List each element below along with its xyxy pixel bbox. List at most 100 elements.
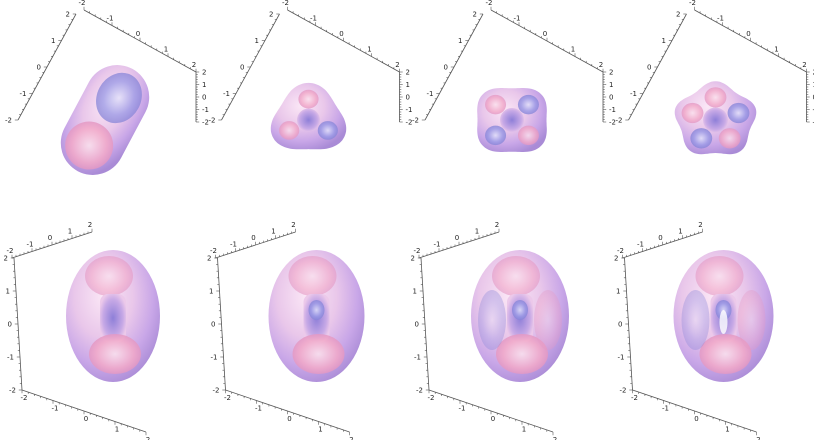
axis-left-label: -2 [9,387,16,395]
axis-left-label: 1 [255,37,259,45]
axis-top-label: 1 [571,46,575,54]
surface-side-lobe [681,290,710,350]
axis-left-label: -2 [616,117,623,125]
axis-right-label: 1 [406,81,410,89]
surface-center [296,108,321,132]
surface-center [703,107,728,133]
axis-top-label: -2 [79,0,86,7]
axis-right-label: -2 [406,119,413,127]
axis-top-label: 2 [495,221,499,229]
axis-top-label: -1 [230,241,237,249]
axis-left-label: 2 [676,11,680,19]
axis-right-label: 1 [813,81,814,89]
axis-left-label: -2 [5,117,12,125]
axis-top-label: 1 [367,46,371,54]
axis-left-label: 1 [413,288,417,296]
axis-right-label: 2 [813,69,814,77]
axis-top-label: 2 [698,221,702,229]
axis-top-label: 0 [658,234,662,242]
axis-top-label: -1 [717,15,724,23]
axis-top-label: 1 [68,228,72,236]
axis-right-label: 1 [202,81,206,89]
axis-top-label: 2 [599,61,603,69]
axis-top-label: 1 [164,46,168,54]
axis-top-label: 0 [455,234,459,242]
axis-left-label: 1 [616,288,620,296]
axis-bottom-label: -1 [459,405,466,413]
axis-right-label: 2 [202,69,206,77]
axis-top-label: -1 [107,15,114,23]
axis-left-label: 1 [51,37,55,45]
surface-bottom-lobe [292,334,345,374]
axis-left-label: -1 [618,354,625,362]
axis-top-label: 1 [774,46,778,54]
surface-hole-top [96,72,142,124]
axis-top-label: 0 [339,30,343,38]
axis-bottom-label: -2 [224,394,231,402]
axis-left-label: 0 [8,321,12,329]
axis-left-label: -1 [20,90,27,98]
axis-left-label: 2 [614,255,618,263]
axis-top-label: -2 [414,247,421,255]
axis-left-label: 2 [4,255,8,263]
axis-top-label: 2 [395,61,399,69]
axis-top-label: 2 [88,221,92,229]
axis-left-label: -1 [211,354,218,362]
axis-right-label: -2 [202,119,209,127]
axis-top-label: 0 [746,30,750,38]
axis-right-label: 0 [202,94,206,102]
surface-lobe [317,121,338,140]
axis-top-label: 2 [291,221,295,229]
axis-bottom-label: -1 [662,405,669,413]
axis-bottom-label: 0 [84,415,88,423]
surface-lobe [298,89,319,109]
surface-throat [100,294,126,342]
axis-top-label: -1 [310,15,317,23]
axis-left-label: 1 [662,37,666,45]
axis-right-label: 0 [406,94,410,102]
axis-left-label: 0 [415,321,419,329]
axis-bottom-label: 1 [725,426,729,434]
axis-left-label: 0 [444,64,448,72]
surface-side-lobe [478,290,506,350]
surface-inner-ring [719,310,728,334]
axis-top-label: -2 [486,0,493,7]
axis-left-label: 2 [66,11,70,19]
axis-top-label: -1 [514,15,521,23]
surface-center [500,108,524,132]
axis-top-label: -2 [282,0,289,7]
surface-top-lobe [695,256,744,296]
axis-top-label: -1 [637,241,644,249]
axis-top-label: 0 [251,234,255,242]
surface-side-lobe [737,290,766,350]
axis-bottom-label: 2 [349,436,353,440]
axis-top-label: 2 [802,61,806,69]
axis-left-label: -2 [620,387,627,395]
surface-lobe [485,94,507,115]
axis-bottom-label: 2 [553,436,557,440]
axis-left-label: -2 [213,387,220,395]
axis-top-label: -2 [617,247,624,255]
axis-bottom-label: -1 [255,405,262,413]
axis-bottom-label: -2 [428,394,435,402]
axis-right-label: 1 [609,81,613,89]
axis-bottom-label: -2 [21,394,28,402]
panels-layer: 210-1-2-2-1012210-1-2210-1-2-2-1012210-1… [4,0,814,440]
axis-left-label: 0 [240,64,244,72]
panel-row2-1: -2 -1 0 1 2 2 1 0 -1 -2 -2 -1 0 1 2 [4,221,160,440]
surface-lobe [517,125,539,146]
surface-lobe [704,87,727,108]
surface-lobe [681,102,704,124]
axis-bottom-label: 0 [287,415,291,423]
axis-left-label: -2 [209,117,216,125]
axis-bottom-label: 1 [522,426,526,434]
axis-left-label: -2 [412,117,419,125]
axis-right-label: 2 [406,69,410,77]
surface-lobe [718,128,741,149]
axis-top-label: -2 [210,247,217,255]
axis-left-label: -1 [223,90,230,98]
